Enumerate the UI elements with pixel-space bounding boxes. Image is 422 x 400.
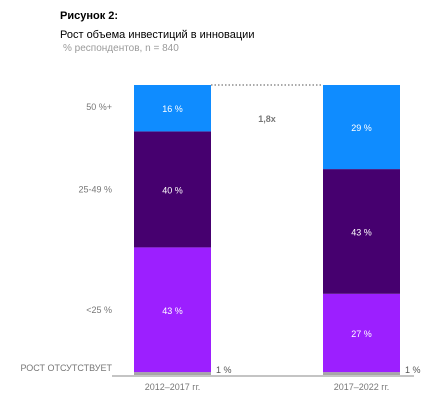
legend-label-1: РОСТ ОТСУТСТВУЕТ: [20, 363, 112, 373]
bar-value-label-1-3: 40 %: [162, 185, 183, 195]
bar-segment-1-2: [134, 247, 211, 373]
bar-value-label-2-3: 43 %: [351, 227, 372, 237]
category-label-1: 2012–2017 гг.: [145, 382, 201, 392]
bar-value-label-2-1: 1 %: [405, 365, 421, 375]
legend-label-4: 50 %+: [86, 102, 112, 112]
bar-segment-2-4: [323, 85, 400, 170]
bar-segment-1-4: [134, 85, 211, 132]
bar-segment-2-2: [323, 293, 400, 373]
bars-layer: [134, 85, 400, 375]
growth-annotation: 1,8x: [258, 114, 276, 124]
bar-value-label-2-2: 27 %: [351, 329, 372, 339]
bar-segment-2-3: [323, 169, 400, 294]
labels-layer: 1 % 43 % 40 % 16 % 2012–2017 гг. 1 % 27 % 43 % 2…: [20, 102, 420, 392]
figure-label: Рисунок 2:: [60, 10, 119, 22]
bar-value-label-1-4: 16 %: [162, 104, 183, 114]
legend-label-3: 25-49 %: [78, 184, 112, 194]
bar-value-label-1-2: 43 %: [162, 306, 183, 316]
bar-segment-1-3: [134, 131, 211, 248]
legend-label-2: <25 %: [86, 305, 112, 315]
category-label-2: 2017–2022 гг.: [334, 382, 390, 392]
bar-value-label-1-1: 1 %: [216, 365, 232, 375]
chart-title: Рост объема инвестиций в инновации: [60, 29, 255, 41]
bar-value-label-2-4: 29 %: [351, 123, 372, 133]
bar-segment-1-1: [134, 372, 211, 375]
bar-segment-2-1: [323, 372, 400, 375]
chart-subtitle: % респондентов, n = 840: [63, 43, 179, 54]
